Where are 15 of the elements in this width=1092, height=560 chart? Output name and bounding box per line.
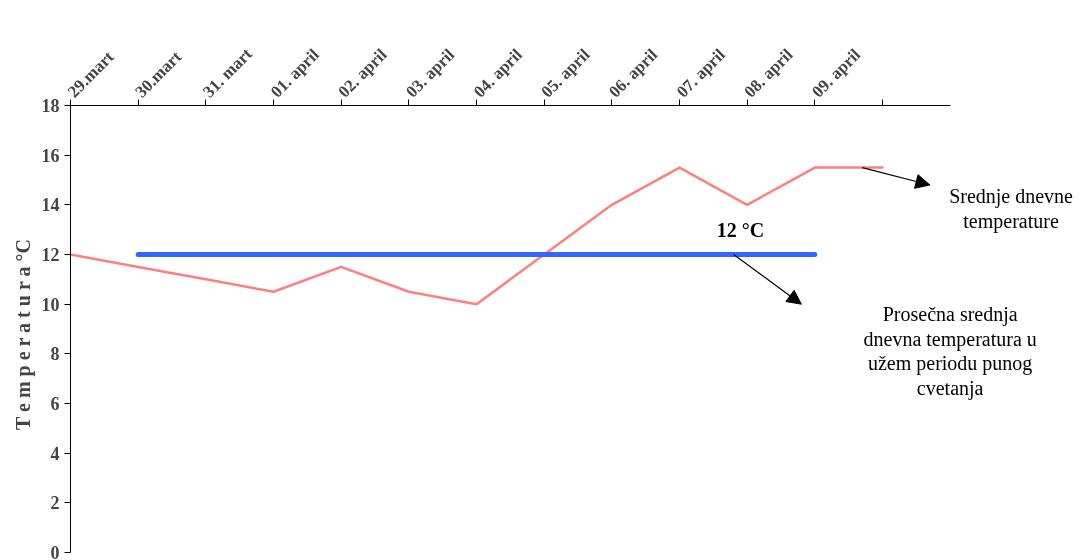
y-tick-label: 4 [50,443,60,464]
annotation: 12 °C [716,218,765,241]
y-tick-label: 10 [41,294,60,315]
line-series [70,166,884,306]
y-tick-label: 0 [50,543,60,560]
text: Srednje dnevne temperature [949,185,1074,233]
y-tick-label: 8 [50,344,60,365]
y-tick-label: 2 [50,493,60,514]
y-tick-label: 16 [41,145,60,166]
y-tick-label: 12 [41,245,60,265]
y-tick-label: 18 [41,96,60,116]
y-tick-label: 6 [50,394,60,414]
y-axis-title: T e m p e r a t u r a °C [11,239,35,430]
text: Prosečna srednja dnevna temperatura u užem periodu punog cvetanja [863,303,1037,400]
y-tick-label: 14 [41,195,60,216]
